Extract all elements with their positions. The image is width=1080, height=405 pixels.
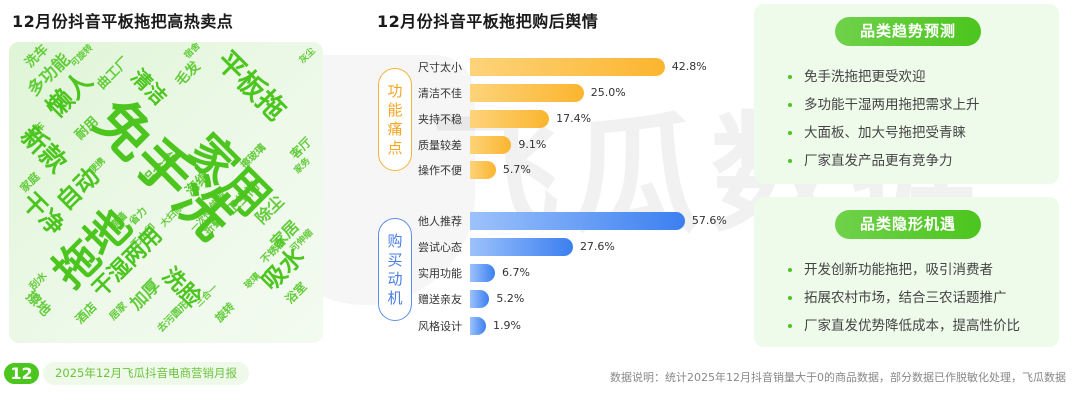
bar-label: 质量较差 [418,138,462,152]
bullet-icon [788,159,792,163]
bar-label: 风格设计 [418,319,462,333]
word-cloud-word: 玻璃 [242,271,263,292]
bar-value: 5.2% [496,292,525,305]
bar [470,289,490,308]
group-label-char: 功 [387,81,403,100]
bar-value: 9.1% [518,138,547,151]
word-cloud-title: 12月份抖音平板拖把高热卖点 [12,12,234,31]
word-cloud: 免手洗 家用 拖地 平板拖 懒人 新款 干净 自动 干湿两用 洗脸 吸水 清洁 多功能 除尘 家居 卫生间 加厚… [9,42,323,343]
bar-row: 清洁不佳 25.0% [418,83,626,102]
group-label-char: 购 [387,231,403,250]
group-label-char: 动 [387,269,403,288]
bar-label: 赠送亲友 [418,292,462,306]
sentiment-chart-title: 12月份抖音平板拖把购后舆情 [377,12,599,31]
bar-label: 实用功能 [418,266,462,280]
bar-value: 17.4% [556,112,592,125]
list-item-text: 大面板、加大号拖把受青睐 [804,125,966,141]
hidden-opportunity-card: 品类隐形机遇 开发创新功能拖把，吸引消费者 拓展农村市场，结合三农话题推广 厂家… [754,197,1059,347]
bar-row: 他人推荐 57.6% [418,211,727,230]
word-cloud-word: 毛发 [172,58,204,90]
bar-value: 5.7% [502,163,531,176]
bar-value: 27.6% [579,240,615,253]
list-item: 免手洗拖把更受欢迎 [784,63,980,91]
list-item-text: 免手洗拖把更受欢迎 [804,69,926,85]
group-label-char: 买 [387,250,403,269]
word-cloud-word: 客厅 [287,134,315,162]
trend-list: 免手洗拖把更受欢迎 多功能干湿两用拖把需求上升 大面板、加大号拖把受青睐 厂家直… [784,63,980,175]
word-cloud-word: 擦地 [22,288,54,320]
bar-label: 他人推荐 [418,214,462,228]
bar-row: 风格设计 1.9% [418,316,521,335]
card-title-pill: 品类趋势预测 [835,17,981,46]
group-label-char: 痛 [387,119,403,138]
list-item-text: 拓展农村市场，结合三农话题推广 [804,290,1007,306]
list-item: 厂家直发优势降低成本，提高性价比 [784,312,1020,340]
bar [470,160,496,179]
list-item-text: 厂家直发产品更有竞争力 [804,153,953,169]
word-cloud-word: 灰尘 [297,46,318,67]
word-cloud-word: 旋转 [212,300,238,325]
bullet-icon [788,324,792,328]
word-cloud-word: 便携 [87,156,108,177]
word-cloud-word: 平板拖 [209,44,293,128]
bar-row: 实用功能 6.7% [418,263,530,282]
bar-row: 质量较差 9.1% [418,135,546,154]
bar [470,135,512,154]
list-item: 大面板、加大号拖把受青睐 [784,119,980,147]
word-cloud-word: 宿舍 [182,42,203,62]
bar-row: 尺寸太小 42.8% [418,57,707,76]
data-note: 数据说明：统计2025年12月抖音销量大于0的商品数据，部分数据已作脱敏化处理，… [610,371,1066,384]
trend-forecast-card: 品类趋势预测 免手洗拖把更受欢迎 多功能干湿两用拖把需求上升 大面板、加大号拖把… [754,4,1059,184]
bar [470,263,495,282]
word-cloud-word: 可旋转 [69,43,96,70]
bullet-icon [788,268,792,272]
group-label-char: 机 [387,288,403,307]
list-item: 多功能干湿两用拖把需求上升 [784,91,980,119]
bar-row: 操作不便 5.7% [418,160,531,179]
bullet-icon [788,131,792,135]
bar-label: 尺寸太小 [418,60,462,74]
bar [470,316,486,335]
group-label-purchase-motives: 购 买 动 机 [378,218,412,321]
bar-row: 赠送亲友 5.2% [418,289,524,308]
bar-label: 夹持不稳 [418,112,462,126]
bullet-icon [788,296,792,300]
list-item: 拓展农村市场，结合三农话题推广 [784,284,1020,312]
word-cloud-word: 去污圆形 [155,298,192,335]
word-cloud-word: 酒店 [72,299,100,327]
word-cloud-word: 居家 [107,300,130,323]
list-item-text: 多功能干湿两用拖把需求上升 [804,97,980,113]
bar-row: 夹持不稳 17.4% [418,109,591,128]
group-label-char: 能 [387,100,403,119]
bar-row: 尝试心态 27.6% [418,237,615,256]
opportunity-list: 开发创新功能拖把，吸引消费者 拓展农村市场，结合三农话题推广 厂家直发优势降低成… [784,256,1020,340]
bullet-icon [788,75,792,79]
bar-value: 1.9% [493,319,521,332]
card-title-pill: 品类隐形机遇 [835,210,981,239]
bar [470,57,665,76]
list-item: 开发创新功能拖把，吸引消费者 [784,256,1020,284]
bar-value: 25.0% [590,86,626,99]
bar-value: 6.7% [501,266,530,279]
bar [470,237,573,256]
group-label-pain-points: 功 能 痛 点 [378,68,412,171]
list-item-text: 开发创新功能拖把，吸引消费者 [804,262,993,278]
bullet-icon [788,103,792,107]
bar-value: 42.8% [671,60,707,73]
list-item: 厂家直发产品更有竞争力 [784,147,980,175]
bar-label: 操作不便 [418,163,462,177]
bar-label: 尝试心态 [418,240,462,254]
bar-value: 57.6% [691,214,727,227]
group-label-char: 点 [387,138,403,157]
bar [470,211,685,230]
bar [470,83,584,102]
bar [470,109,550,128]
word-cloud-word: 刮水 [27,270,50,293]
bar-label: 清洁不佳 [418,86,462,100]
list-item-text: 厂家直发优势降低成本，提高性价比 [804,318,1020,334]
report-name-pill: 2025年12月飞瓜抖音电商营销月报 [43,362,249,385]
page-number-badge: 12 [4,363,39,384]
